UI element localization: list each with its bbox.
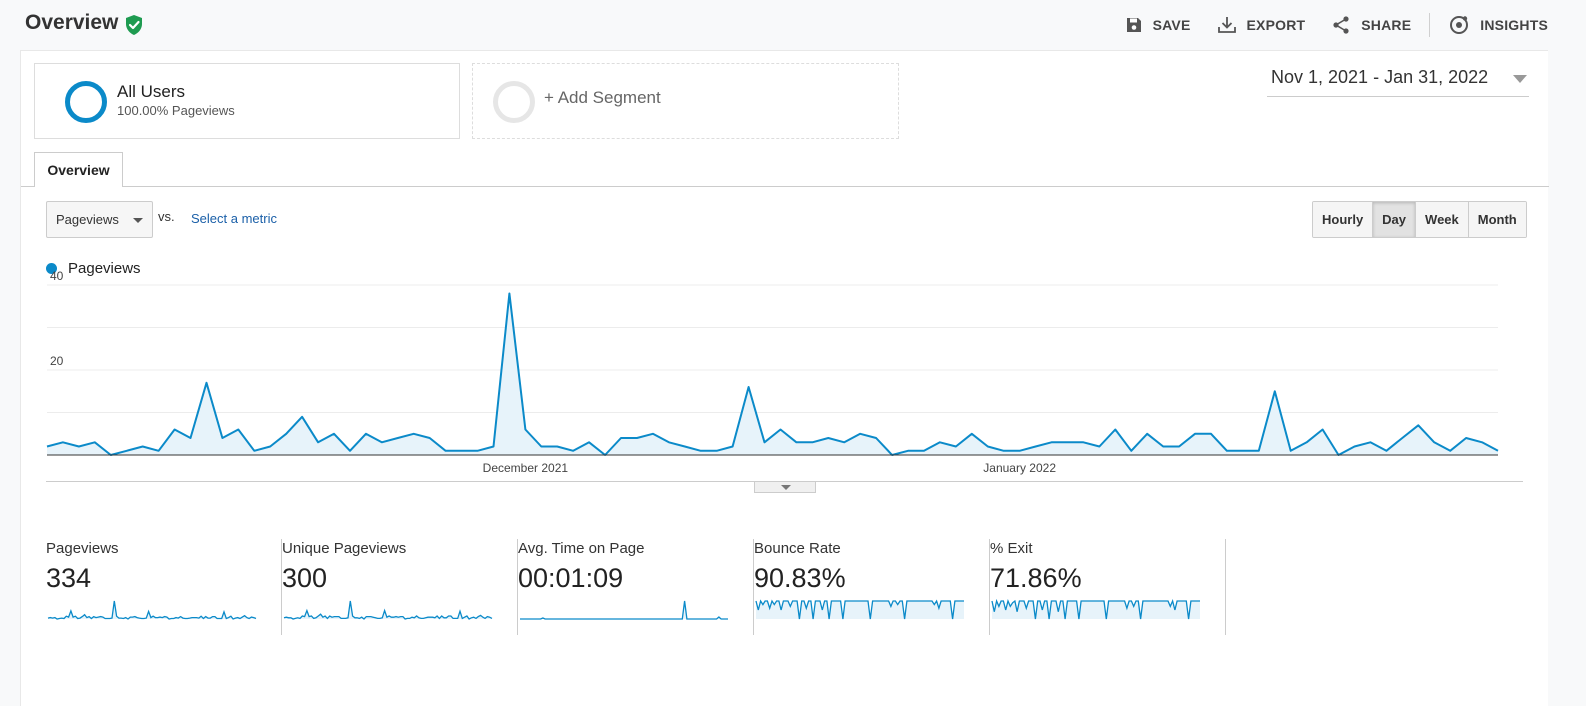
scorecard-value: 334 xyxy=(46,563,92,593)
granularity-day-button[interactable]: Day xyxy=(1372,202,1416,237)
date-range-label: Nov 1, 2021 - Jan 31, 2022 xyxy=(1271,67,1489,87)
share-icon xyxy=(1333,16,1349,34)
scorecard-label: Bounce Rate xyxy=(754,540,841,557)
metric-select-value: Pageviews xyxy=(56,212,119,227)
vs-label: vs. xyxy=(158,209,175,224)
collapse-chart-toggle[interactable] xyxy=(754,482,816,493)
insights-button[interactable]: INSIGHTS xyxy=(1448,14,1548,36)
granularity-week-button[interactable]: Week xyxy=(1415,202,1468,237)
empty-segment-ring-icon xyxy=(493,81,535,123)
scorecard-label: Pageviews xyxy=(46,540,119,557)
actions-divider xyxy=(1429,13,1431,37)
chevron-down-icon xyxy=(1513,75,1527,83)
scorecard-unique-pageviews[interactable]: Unique Pageviews 300 xyxy=(282,539,518,635)
sparkline-line xyxy=(991,598,1200,620)
segment-all-users[interactable]: All Users 100.00% Pageviews xyxy=(34,63,460,139)
scorecard-value: 300 xyxy=(282,563,328,593)
y-tick-label: 40 xyxy=(50,269,64,283)
chart-legend: Pageviews xyxy=(46,260,141,277)
scorecard-value: 90.83% xyxy=(754,563,846,593)
pageviews-line xyxy=(46,292,1499,456)
scorecard-avg-time-on-page[interactable]: Avg. Time on Page 00:01:09 xyxy=(518,539,754,635)
share-label: SHARE xyxy=(1361,17,1412,33)
report-header: Overview SAVE EXPORT xyxy=(0,0,1586,50)
save-icon xyxy=(1126,18,1141,32)
granularity-month-button[interactable]: Month xyxy=(1467,202,1526,237)
collapse-caret-icon xyxy=(781,485,791,490)
y-tick-label: 20 xyxy=(50,354,64,368)
verified-shield-icon xyxy=(126,15,142,35)
sparkline xyxy=(520,600,728,620)
scorecard-bounce-rate[interactable]: Bounce Rate 90.83% xyxy=(754,539,990,635)
scorecard-label: Unique Pageviews xyxy=(282,540,407,557)
sparkline-area xyxy=(520,601,728,619)
scorecard-exit-rate[interactable]: % Exit 71.86% xyxy=(990,539,1226,635)
sparkline-line xyxy=(47,600,257,620)
metric-select[interactable]: Pageviews xyxy=(46,201,153,238)
scorecard-label: % Exit xyxy=(990,540,1033,557)
pageviews-area xyxy=(47,293,1498,455)
insights-label: INSIGHTS xyxy=(1480,17,1548,33)
granularity-hourly-button[interactable]: Hourly xyxy=(1313,202,1373,237)
dropdown-caret-icon xyxy=(133,218,143,223)
share-button[interactable]: SHARE xyxy=(1331,15,1411,35)
scorecard-pageviews[interactable]: Pageviews 334 xyxy=(46,539,282,635)
export-button[interactable]: EXPORT xyxy=(1217,16,1306,34)
sparkline-area xyxy=(756,601,964,619)
sparkline-line xyxy=(283,600,493,620)
x-tick-label: January 2022 xyxy=(983,461,1056,475)
save-button[interactable]: SAVE xyxy=(1125,16,1191,34)
page-title: Overview xyxy=(25,11,119,34)
select-metric-link[interactable]: Select a metric xyxy=(191,211,277,226)
sparkline xyxy=(283,600,493,620)
export-label: EXPORT xyxy=(1246,17,1306,33)
metric-scorecards: Pageviews 334 Unique Pageviews 300 Avg. … xyxy=(46,539,1226,635)
report-actions: SAVE EXPORT SHARE xyxy=(1099,12,1548,38)
tab-divider xyxy=(21,186,1549,187)
chart-bottom-border xyxy=(46,481,1523,482)
legend-label: Pageviews xyxy=(68,260,141,277)
sparkline xyxy=(47,600,257,620)
add-segment-button[interactable]: + Add Segment xyxy=(472,63,899,139)
scorecard-value: 00:01:09 xyxy=(518,563,624,593)
scorecard-value: 71.86% xyxy=(990,563,1082,593)
save-label: SAVE xyxy=(1152,17,1191,33)
legend-swatch xyxy=(46,263,57,274)
date-range-picker[interactable]: Nov 1, 2021 - Jan 31, 2022 xyxy=(1267,67,1529,97)
sparkline xyxy=(991,598,1200,620)
x-tick-label: December 2021 xyxy=(483,461,569,475)
segment-subtitle: 100.00% Pageviews xyxy=(117,103,235,118)
segment-name: All Users xyxy=(117,82,186,101)
download-icon xyxy=(1217,17,1236,33)
sparkline-line xyxy=(520,600,728,620)
insights-icon xyxy=(1450,16,1469,34)
tab-overview[interactable]: Overview xyxy=(34,152,123,187)
add-segment-label: + Add Segment xyxy=(544,88,661,107)
scorecard-label: Avg. Time on Page xyxy=(518,540,645,557)
pageviews-chart: 20 40 December 2021 January 2022 xyxy=(46,269,1499,475)
segment-ring-icon xyxy=(65,81,107,123)
granularity-toggle: Hourly Day Week Month xyxy=(1312,201,1527,238)
sparkline xyxy=(755,599,964,620)
report-panel: All Users 100.00% Pageviews + Add Segmen… xyxy=(20,50,1549,706)
sparkline-line xyxy=(755,599,964,620)
